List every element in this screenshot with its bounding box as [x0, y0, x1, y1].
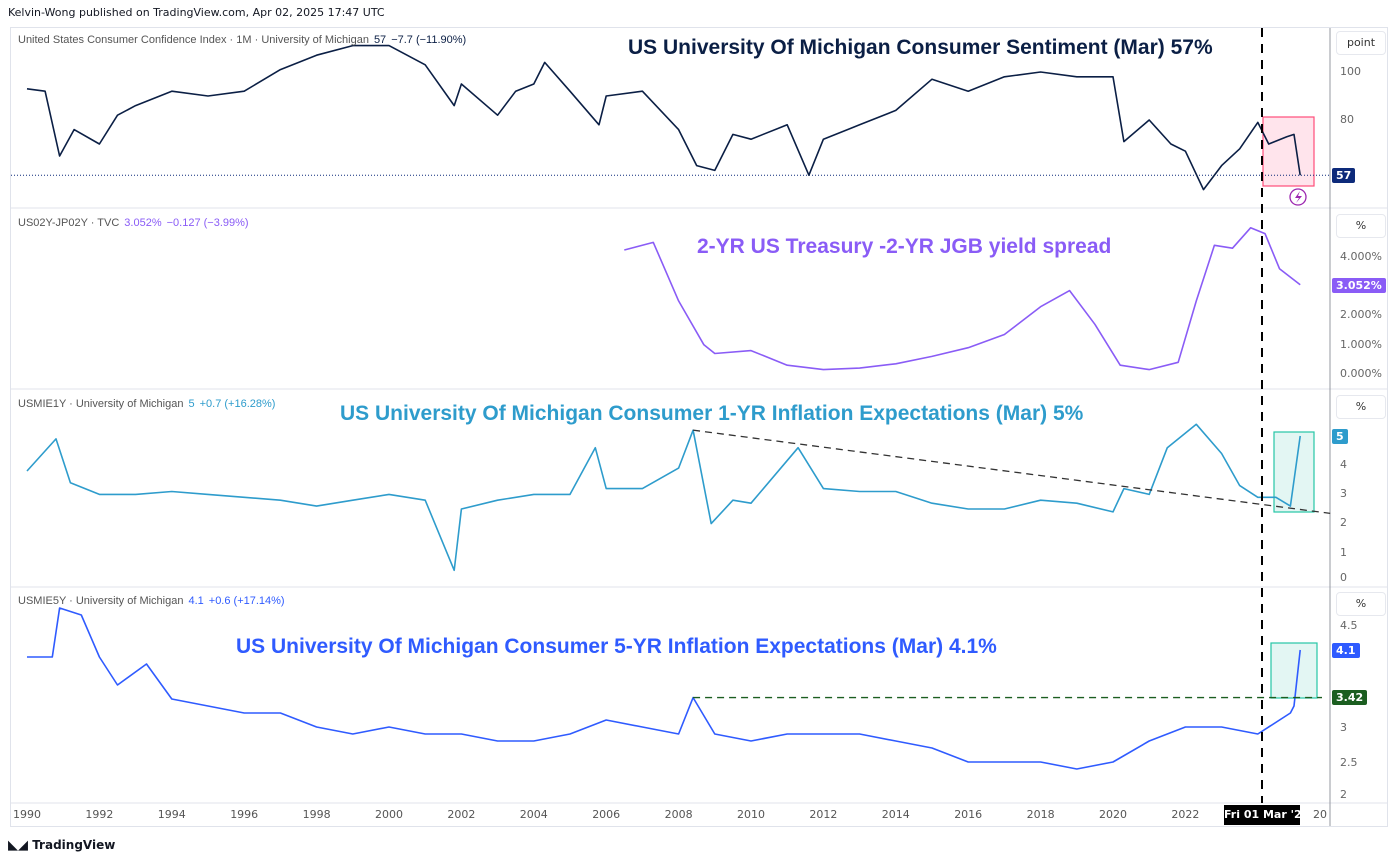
y-tick: 4.5: [1340, 619, 1358, 632]
x-tick: 2012: [809, 808, 838, 821]
tradingview-logo-icon: ◣◢: [8, 838, 28, 853]
annotation-spread: 2-YR US Treasury -2-YR JGB yield spread: [697, 235, 1112, 258]
lightning-icon-glyph: [1295, 191, 1302, 203]
annotation-1y: US University Of Michigan Consumer 1-YR …: [340, 402, 1084, 425]
y-tick: 4: [1340, 458, 1347, 471]
x-tick: 2016: [954, 808, 983, 821]
legend-change: +0.7 (+16.28%): [199, 398, 276, 410]
y-tick: 1: [1340, 546, 1347, 559]
annotation-5y: US University Of Michigan Consumer 5-YR …: [236, 635, 997, 658]
y-tick: 2: [1340, 516, 1347, 529]
unit-button-sentiment[interactable]: point: [1336, 31, 1386, 55]
x-tick: 2006: [592, 808, 621, 821]
unit-button-spread[interactable]: %: [1336, 214, 1386, 238]
publisher-line: Kelvin-Wong published on TradingView.com…: [8, 6, 385, 19]
last-value-badge-sentiment: 57: [1332, 168, 1356, 183]
legend-name: USMIE1Y · University of Michigan: [18, 398, 184, 410]
trendline-1y: [692, 429, 1331, 515]
unit-button-5y[interactable]: %: [1336, 592, 1386, 616]
legend-1y-inflation[interactable]: USMIE1Y · University of Michigan 5 +0.7 (+…: [18, 398, 275, 410]
series-line-1: [624, 227, 1301, 371]
legend-change: −7.7 (−11.90%): [391, 34, 467, 46]
legend-name: USMIE5Y · University of Michigan: [18, 595, 184, 607]
last-value-badge-5y: 4.1: [1332, 643, 1360, 658]
y-tick: 1.000%: [1340, 338, 1382, 351]
y-tick: 100: [1340, 65, 1361, 78]
legend-5y-inflation[interactable]: USMIE5Y · University of Michigan 4.1 +0.6 …: [18, 595, 285, 607]
legend-value: 57: [373, 34, 387, 46]
x-tick: 20: [1313, 808, 1327, 821]
legend-value: 3.052%: [124, 217, 162, 229]
legend-value: 5: [188, 398, 195, 410]
highlight-box-sentiment: [1262, 116, 1315, 187]
highlight-box-1y: [1273, 431, 1315, 513]
y-tick: 0: [1340, 571, 1347, 584]
x-tick: 2022: [1171, 808, 1200, 821]
x-tick: 1992: [85, 808, 114, 821]
legend-name: United States Consumer Confidence Index …: [18, 34, 369, 46]
legend-sentiment[interactable]: United States Consumer Confidence Index …: [18, 34, 466, 46]
x-tick: 2004: [519, 808, 548, 821]
annotation-sentiment: US University Of Michigan Consumer Senti…: [628, 36, 1213, 59]
legend-change: +0.6 (+17.14%): [208, 595, 285, 607]
x-tick: 2008: [664, 808, 693, 821]
x-tick: 1990: [13, 808, 41, 821]
legend-spread[interactable]: US02Y-JP02Y · TVC 3.052% −0.127 (−3.99%): [18, 217, 249, 229]
series-line-2: [26, 423, 1301, 572]
y-tick: 80: [1340, 113, 1354, 126]
series-line-0: [26, 44, 1301, 191]
unit-button-1y[interactable]: %: [1336, 395, 1386, 419]
logo-text: TradingView: [32, 838, 116, 852]
y-tick: 0.000%: [1340, 367, 1382, 380]
x-tick: 2000: [375, 808, 403, 821]
x-tick: 2014: [881, 808, 910, 821]
crosshair-date-label: Fri 01 Mar '24: [1224, 805, 1309, 825]
legend-name: US02Y-JP02Y · TVC: [18, 217, 120, 229]
x-tick: 2002: [447, 808, 476, 821]
x-tick: 1994: [157, 808, 186, 821]
y-tick: 2: [1340, 788, 1347, 801]
x-tick: 1998: [302, 808, 331, 821]
x-tick: 1996: [230, 808, 259, 821]
y-tick: 2.000%: [1340, 308, 1382, 321]
y-tick: 3: [1340, 721, 1347, 734]
series-line-3: [27, 607, 1301, 770]
y-tick: 2.5: [1340, 756, 1358, 769]
level-badge-5y: 3.42: [1332, 690, 1368, 705]
x-tick: 2010: [737, 808, 765, 821]
x-tick: 2020: [1099, 808, 1127, 821]
legend-change: −0.127 (−3.99%): [166, 217, 249, 229]
y-tick: 4.000%: [1340, 250, 1382, 263]
tradingview-logo: ◣◢ TradingView: [8, 838, 115, 853]
last-value-badge-spread: 3.052%: [1332, 278, 1386, 293]
legend-value: 4.1: [188, 595, 204, 607]
chart-frame: [10, 27, 1388, 827]
x-tick: 2018: [1026, 808, 1055, 821]
last-value-badge-1y: 5: [1332, 429, 1348, 444]
highlight-box-5y: [1270, 642, 1318, 699]
y-tick: 3: [1340, 487, 1347, 500]
